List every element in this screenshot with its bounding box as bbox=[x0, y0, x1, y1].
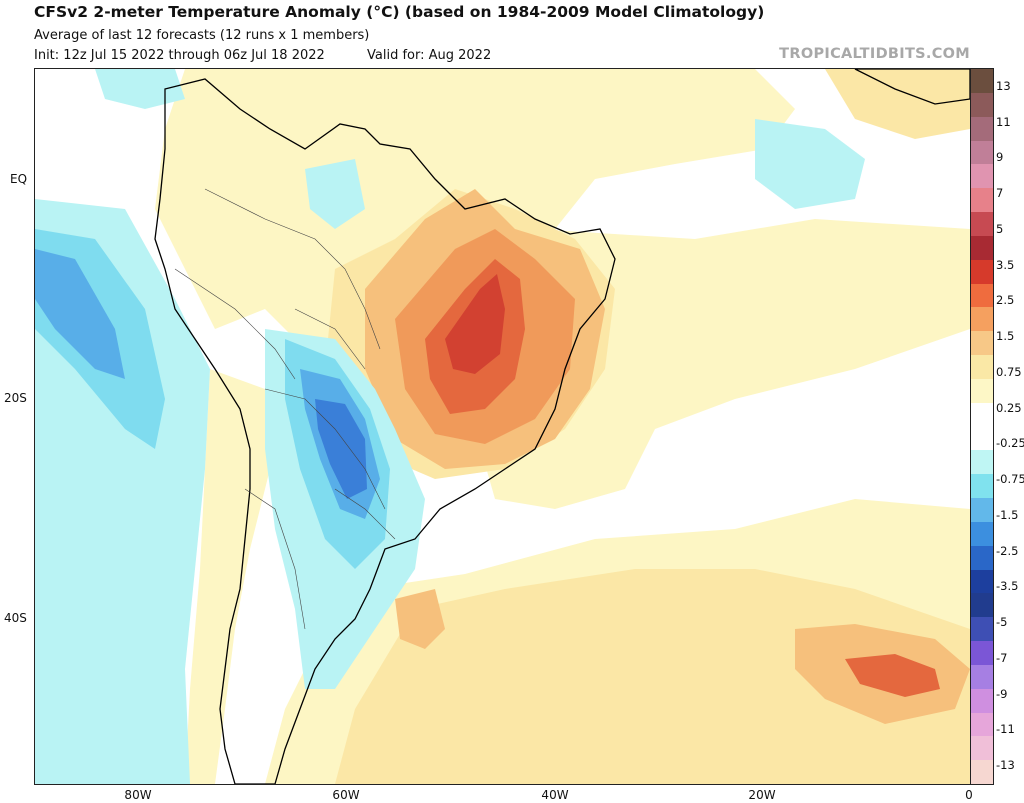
colorbar-segment bbox=[971, 664, 993, 690]
colorbar-segment bbox=[971, 402, 993, 427]
colorbar-segment bbox=[971, 307, 993, 332]
colorbar-segment bbox=[971, 593, 993, 618]
continent-outlines bbox=[154, 69, 970, 784]
cool-deep-southamerica bbox=[315, 399, 367, 499]
colorbar-tick-label: -3.5 bbox=[996, 579, 1019, 594]
chart-subtitle: Average of last 12 forecasts (12 runs x … bbox=[34, 28, 370, 43]
lat-label-eq: EQ bbox=[10, 172, 28, 186]
cool-light-southatlantic bbox=[755, 119, 865, 209]
cool-anomaly-layer bbox=[35, 69, 865, 784]
warm-light-andes bbox=[185, 369, 270, 784]
south-america-coast bbox=[154, 78, 616, 784]
cool-light-northatlantic bbox=[95, 69, 185, 109]
colorbar-segment bbox=[971, 164, 993, 189]
colorbar bbox=[970, 68, 994, 785]
chart-header: CFSv2 2-meter Temperature Anomaly (°C) (… bbox=[0, 0, 1024, 68]
colorbar-segment bbox=[971, 259, 993, 284]
warm-core-brazil bbox=[445, 274, 505, 374]
warm-red-southatlantic bbox=[845, 654, 940, 697]
colorbar-tick-label: 0.25 bbox=[996, 400, 1022, 415]
colorbar-segment bbox=[971, 331, 993, 356]
cool-blue-pacific bbox=[35, 249, 125, 379]
colorbar-tick-label: -5 bbox=[996, 615, 1008, 630]
lon-label-40w: 40W bbox=[541, 788, 569, 802]
colorbar-segment bbox=[971, 569, 993, 594]
lon-label-20w: 20W bbox=[748, 788, 776, 802]
colorbar-tick-label: 13 bbox=[996, 78, 1011, 93]
colorbar-segment bbox=[971, 116, 993, 141]
colorbar-tick-label: 2.5 bbox=[996, 293, 1015, 308]
colorbar-segment bbox=[971, 474, 993, 499]
colorbar-segment bbox=[971, 641, 993, 666]
warm-mid-north-africa bbox=[825, 69, 970, 139]
anomaly-map bbox=[35, 69, 970, 784]
colorbar-segment bbox=[971, 450, 993, 475]
colorbar-tick-label: -13 bbox=[996, 758, 1015, 773]
warm-anomaly-layer bbox=[155, 69, 970, 784]
chart-title: CFSv2 2-meter Temperature Anomaly (°C) (… bbox=[34, 3, 765, 21]
colorbar-segment bbox=[971, 212, 993, 237]
colorbar-tick-label: -0.25 bbox=[996, 436, 1024, 451]
colorbar-tick-label: 9 bbox=[996, 150, 1004, 165]
warm-orange-patagonia-sea bbox=[395, 589, 445, 649]
country-borders bbox=[174, 188, 396, 630]
valid-time: Valid for: Aug 2022 bbox=[367, 48, 492, 63]
source-credit: TROPICALTIDBITS.COM bbox=[779, 46, 970, 62]
lon-label-0: 0 bbox=[965, 788, 973, 802]
colorbar-segment bbox=[971, 426, 993, 451]
colorbar-segment bbox=[971, 92, 993, 118]
colorbar-segment bbox=[971, 355, 993, 380]
colorbar-tick-label: 11 bbox=[996, 114, 1011, 129]
colorbar-segment bbox=[971, 521, 993, 547]
colorbar-segment bbox=[971, 69, 993, 94]
africa-coast bbox=[854, 69, 970, 105]
colorbar-tick-label: -2.5 bbox=[996, 543, 1019, 558]
init-time: Init: 12z Jul 15 2022 through 06z Jul 18… bbox=[34, 48, 325, 63]
colorbar-tick-label: 5 bbox=[996, 221, 1004, 236]
colorbar-segment bbox=[971, 498, 993, 523]
colorbar-segment bbox=[971, 617, 993, 642]
colorbar-segment bbox=[971, 140, 993, 165]
colorbar-tick-label: -9 bbox=[996, 686, 1008, 701]
colorbar-tick-label: -1.5 bbox=[996, 507, 1019, 522]
colorbar-tick-label: -7 bbox=[996, 650, 1008, 665]
colorbar-tick-label: -0.75 bbox=[996, 472, 1024, 487]
colorbar-segment bbox=[971, 712, 993, 737]
colorbar-tick-label: 1.5 bbox=[996, 329, 1015, 344]
colorbar-tick-label: 0.75 bbox=[996, 364, 1022, 379]
warm-mid-south bbox=[335, 569, 970, 784]
colorbar-segment bbox=[971, 760, 993, 785]
lon-label-80w: 80W bbox=[124, 788, 152, 802]
lat-label-20s: 20S bbox=[4, 391, 27, 405]
colorbar-segment bbox=[971, 688, 993, 713]
colorbar-segment bbox=[971, 235, 993, 261]
colorbar-segment bbox=[971, 736, 993, 761]
lat-label-40s: 40S bbox=[4, 611, 27, 625]
colorbar-segment bbox=[971, 188, 993, 213]
colorbar-tick-label: 3.5 bbox=[996, 257, 1015, 272]
colorbar-segment bbox=[971, 545, 993, 570]
colorbar-tick-label: -11 bbox=[996, 722, 1015, 737]
colorbar-tick-label: 7 bbox=[996, 186, 1004, 201]
cool-light-amazon bbox=[305, 159, 365, 229]
lon-label-60w: 60W bbox=[332, 788, 360, 802]
colorbar-segment bbox=[971, 378, 993, 404]
colorbar-segment bbox=[971, 283, 993, 308]
map-panel[interactable] bbox=[34, 68, 971, 785]
